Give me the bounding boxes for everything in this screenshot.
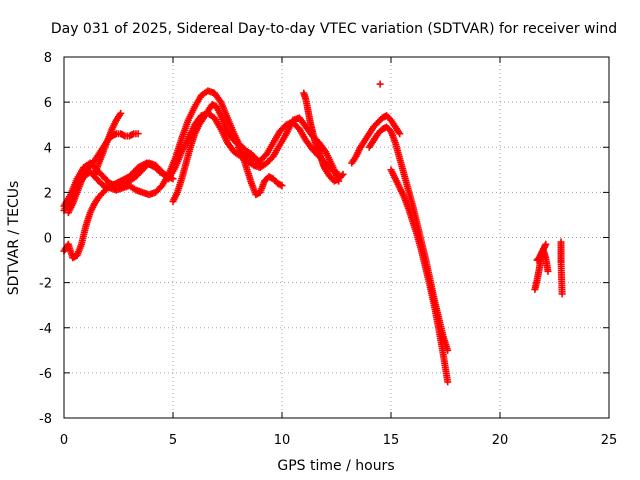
y-axis-label: SDTVAR / TECUs — [6, 181, 22, 296]
y-tick-label: 8 — [44, 51, 52, 66]
y-tick-label: 6 — [44, 96, 52, 111]
x-tick-label: 25 — [601, 433, 618, 448]
x-tick-label: 15 — [383, 433, 400, 448]
data-point — [278, 182, 286, 190]
data-point — [542, 240, 550, 248]
data-point — [339, 170, 347, 178]
data-point — [117, 109, 125, 117]
x-tick-label: 10 — [274, 433, 291, 448]
y-tick-label: -2 — [39, 277, 52, 292]
data-point — [256, 159, 264, 167]
y-tick-label: -6 — [39, 367, 52, 382]
grid — [64, 57, 609, 418]
data-points — [60, 80, 566, 386]
axis-ticks: 0 5 10 15 20 25 -8 -6 -4 -2 0 2 4 6 8 — [39, 51, 617, 448]
data-point — [169, 175, 177, 183]
data-point — [544, 267, 552, 275]
data-point — [558, 290, 566, 298]
data-point — [444, 378, 452, 386]
y-tick-label: 2 — [44, 186, 52, 201]
y-tick-label: -8 — [39, 412, 52, 427]
x-tick-label: 5 — [169, 433, 177, 448]
x-tick-label: 20 — [492, 433, 509, 448]
data-point — [255, 158, 263, 166]
y-tick-label: 0 — [44, 232, 52, 247]
data-point — [338, 172, 346, 180]
y-tick-label: 4 — [44, 141, 52, 156]
data-point — [396, 130, 404, 138]
chart-title: Day 031 of 2025, Sidereal Day-to-day VTE… — [51, 21, 617, 37]
y-tick-label: -4 — [39, 322, 52, 337]
x-tick-label: 0 — [60, 433, 68, 448]
data-point — [376, 80, 384, 88]
data-point — [134, 130, 142, 138]
x-axis-label: GPS time / hours — [277, 458, 394, 474]
